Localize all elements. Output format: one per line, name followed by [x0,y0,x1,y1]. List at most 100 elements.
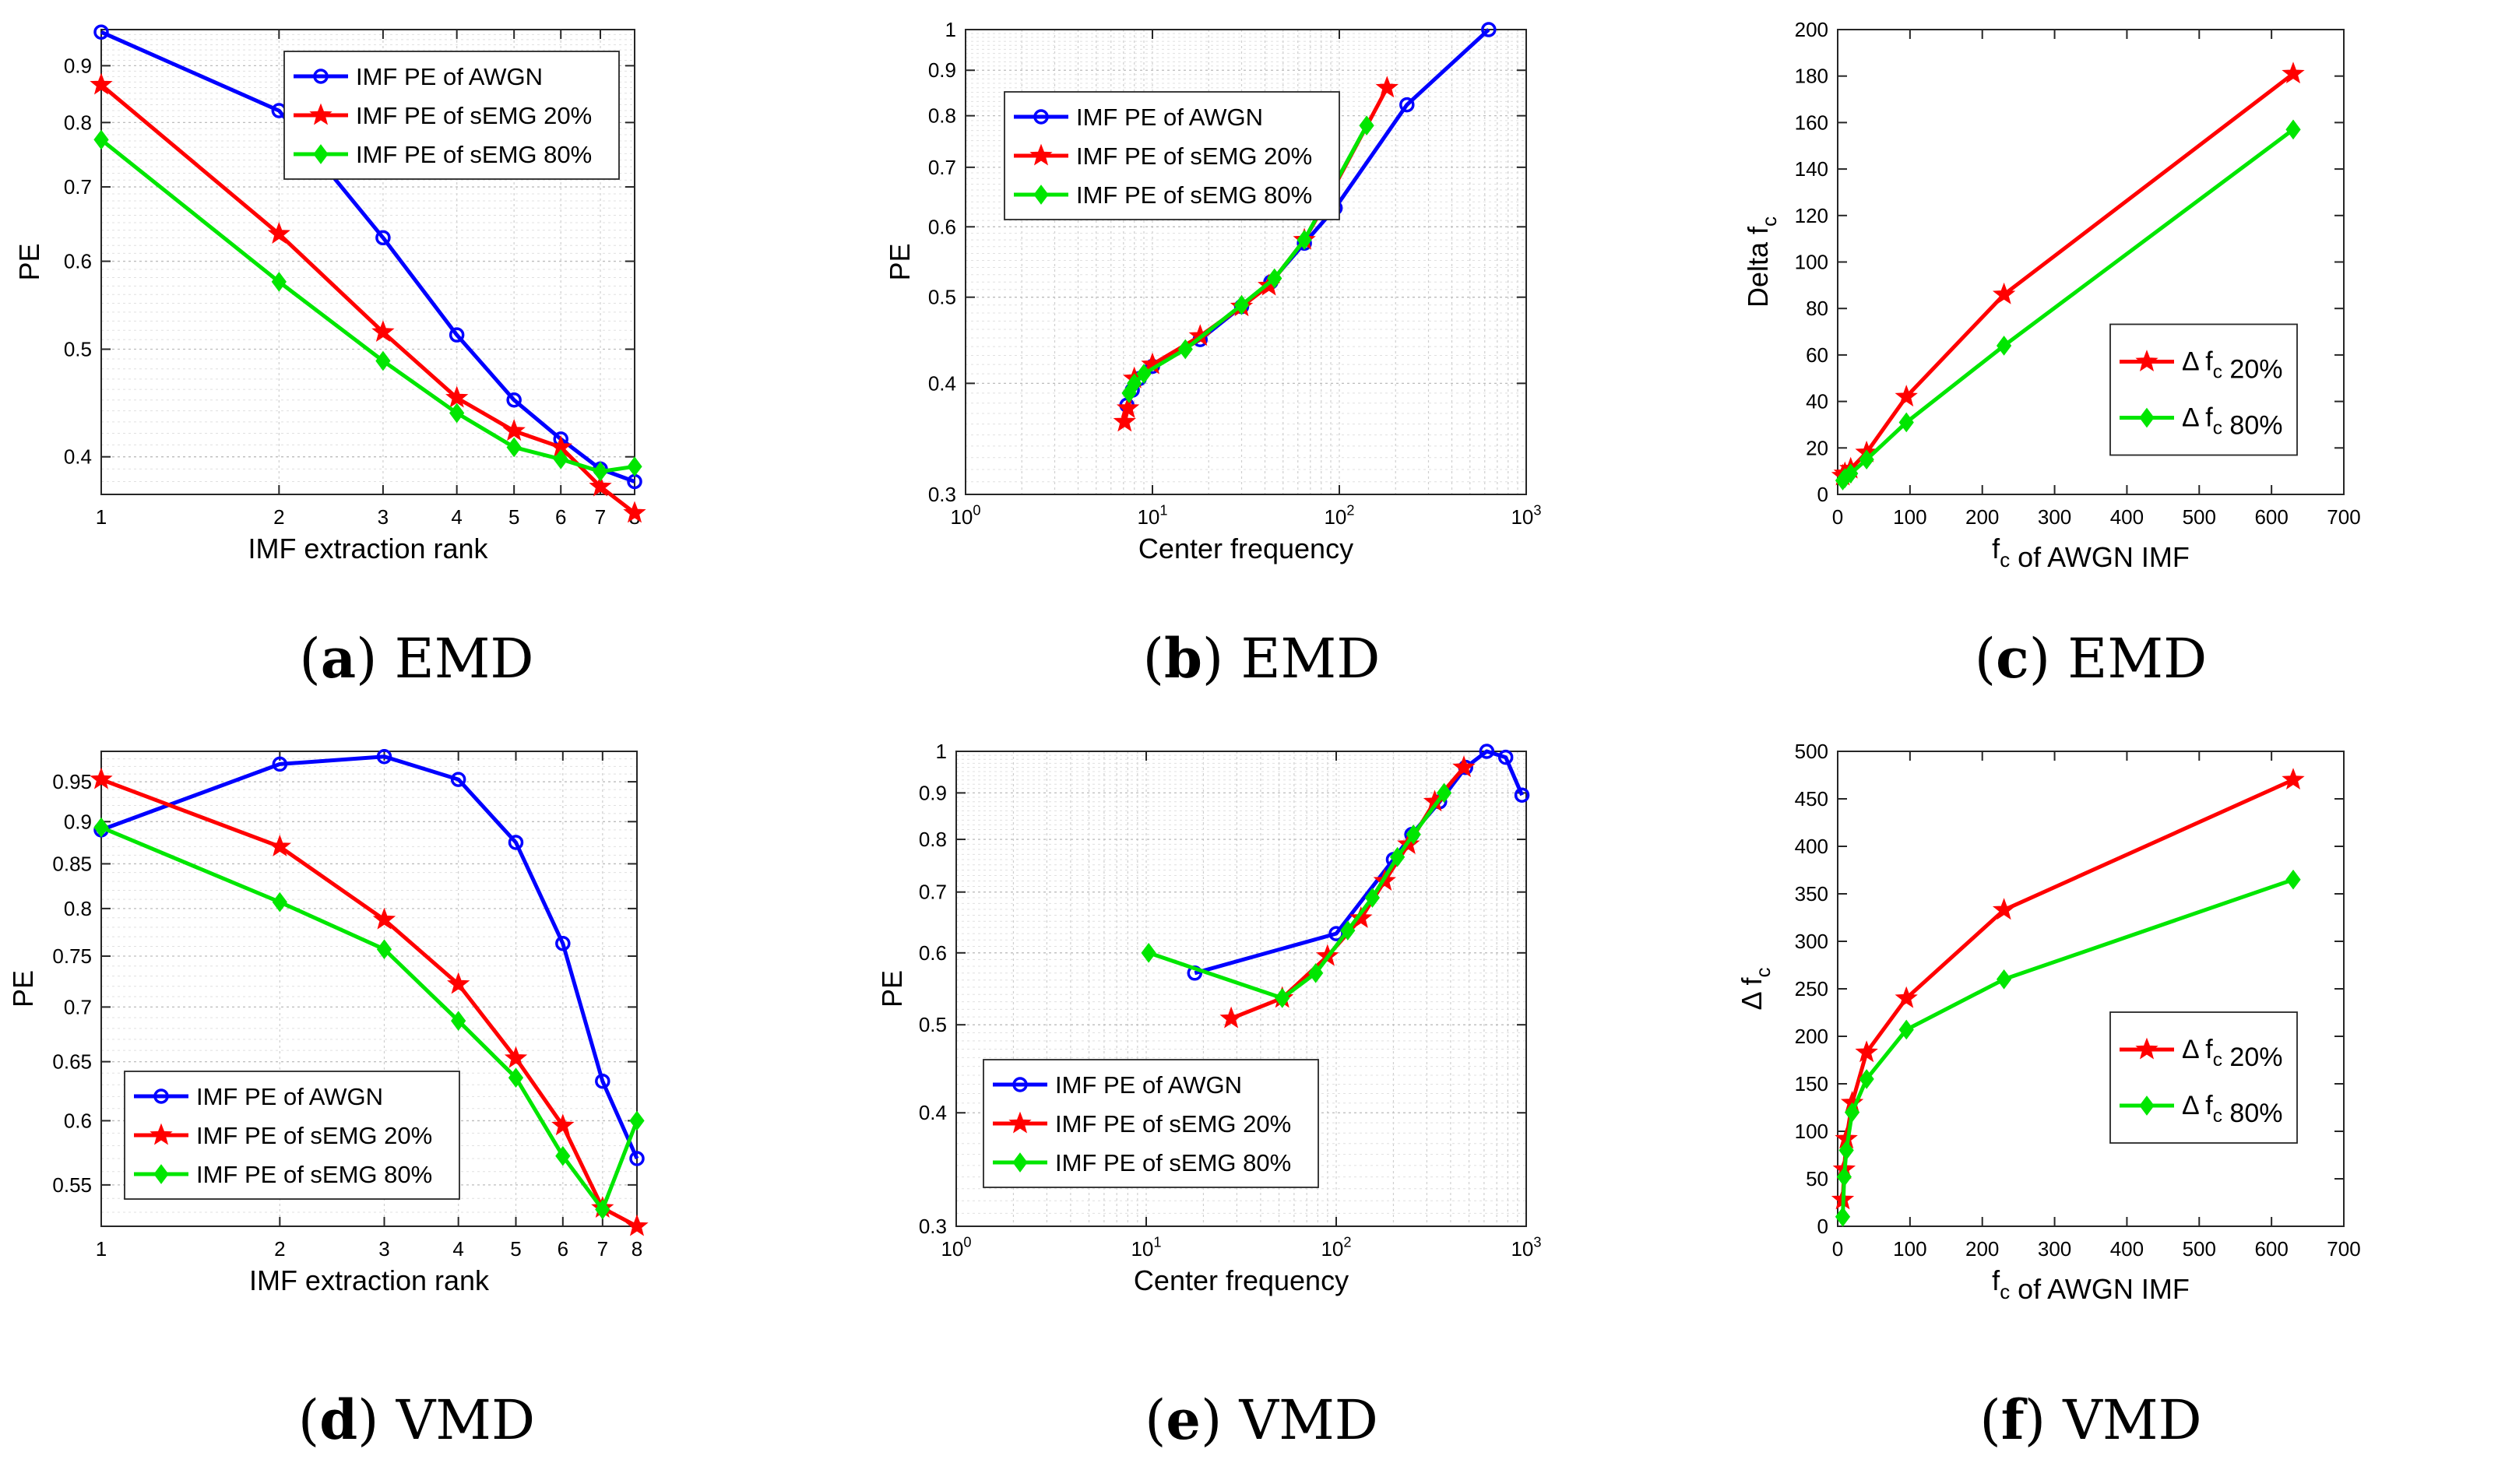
legend-entry-1: Δ fc 80% [2182,403,2282,441]
legend-marker [1012,1077,1028,1092]
y-tick-label: 200 [1795,1025,1828,1048]
y-tick-label: 0.6 [64,1109,92,1132]
y-tick-label: 140 [1795,157,1828,181]
panel-caption: (b) EMD [1143,626,1381,691]
series-line [1148,791,1446,1000]
y-tick-label: 0.4 [64,445,92,469]
series-line [100,825,639,1211]
data-point [1219,1006,1243,1029]
y-tick-label: 0.6 [64,250,92,273]
legend-marker [313,144,329,164]
data-point [589,474,612,497]
data-point [1996,336,2012,356]
x-tick-label: 100 [1893,1237,1926,1261]
legend-entry-0: Δ fc 20% [2182,347,2282,385]
x-tick-label: 6 [555,505,566,529]
data-point [1136,364,1152,384]
data-point [1844,1102,1860,1123]
data-point [272,756,288,772]
data-point [371,320,395,343]
data-point [508,835,524,850]
legend-entry-0: IMF PE of AWGN [356,63,543,90]
data-point [1992,282,2016,304]
series-line [100,754,639,1160]
y-tick-label: 0.9 [919,781,947,804]
x-tick-label: 300 [2038,505,2071,529]
data-point [93,24,109,40]
panel-caption: (f) VMD [1979,1387,2201,1452]
legend-entry-0: IMF PE of AWGN [196,1083,383,1110]
series-line [1194,749,1524,976]
y-tick-label: 0.6 [928,215,956,238]
y-tick-label: 0.55 [52,1173,92,1197]
data-point [272,891,287,913]
data-point [1895,385,1918,407]
legend-marker [153,1164,169,1184]
y-tick-label: 1 [945,18,956,41]
data-point [1328,926,1344,941]
x-tick-label: 500 [2183,1237,2216,1261]
data-point [1116,396,1140,418]
series-2 [93,817,645,1220]
legend-marker [2139,1095,2155,1116]
series-2 [1121,115,1374,403]
data-point [1481,22,1497,37]
legend-marker [153,1088,169,1104]
x-tick-label: 400 [2110,1237,2144,1261]
y-tick-label: 0.8 [928,104,956,128]
data-point [553,448,568,469]
data-point [506,392,522,408]
x-tick-label: 7 [595,505,606,529]
data-point [376,939,392,960]
series-1 [90,72,646,523]
x-tick-label: 5 [510,1237,521,1261]
legend-entry-0: IMF PE of AWGN [1076,104,1263,131]
y-tick-label: 400 [1795,835,1828,858]
y-tick-label: 0 [1817,483,1828,506]
plot-frame [965,29,1527,495]
x-tick-label: 600 [2254,505,2288,529]
y-tick-label: 500 [1795,740,1828,763]
series-line [100,777,639,1229]
x-tick-label: 103 [1511,502,1541,529]
y-tick-label: 200 [1795,18,1828,41]
y-tick-label: 60 [1806,343,1828,367]
data-point [1375,76,1399,98]
x-tick-label: 101 [1131,1234,1161,1261]
y-tick-label: 0.5 [919,1013,947,1036]
series-0 [1187,744,1530,981]
x-axis-label: IMF extraction rank [249,1264,490,1296]
data-point [90,767,113,789]
y-tick-label: 0.8 [64,897,92,920]
data-point [508,1067,524,1088]
chart-panel-f: 0 100 200 300 400 500 600 700 0 50 100 150 200 250 300… [1736,740,2361,1452]
data-point [449,403,465,424]
y-tick-label: 0.7 [928,156,956,179]
legend-entry-1: IMF PE of sEMG 20% [356,102,592,129]
x-tick-label: 6 [558,1237,568,1261]
y-tick-label: 0.3 [928,483,956,506]
legend-entry-2: IMF PE of sEMG 80% [1055,1149,1291,1176]
y-tick-label: 80 [1806,297,1828,320]
data-point [376,748,392,765]
y-tick-label: 0.9 [64,810,92,833]
data-point [1836,1166,1852,1187]
data-point [1452,755,1476,778]
x-tick-label: 8 [632,1237,642,1261]
series-line [100,83,636,515]
data-point [1275,988,1290,1008]
y-tick-label: 120 [1795,204,1828,227]
data-point [2282,62,2305,84]
y-tick-label: 0.9 [928,58,956,82]
y-tick-label: 150 [1795,1072,1828,1095]
legend: IMF PE of AWGN IMF PE of sEMG 20% IMF PE o… [983,1059,1319,1188]
legend-entry-1: IMF PE of sEMG 20% [196,1122,432,1149]
y-tick-label: 300 [1795,930,1828,953]
x-tick-label: 4 [452,1237,463,1261]
legend: IMF PE of AWGN IMF PE of sEMG 20% IMF PE o… [1004,91,1340,220]
data-point [1340,920,1356,941]
x-tick-label: 7 [597,1237,608,1261]
data-point [2282,768,2305,790]
y-axis-label: PE [7,970,39,1008]
legend-marker [150,1123,173,1145]
